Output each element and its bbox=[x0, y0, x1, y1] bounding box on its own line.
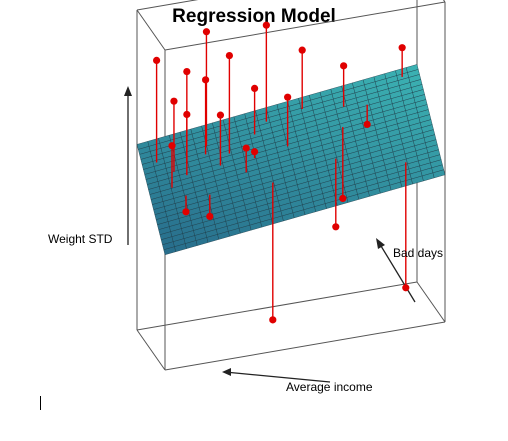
z-axis-label: Bad days bbox=[393, 246, 444, 260]
data-point bbox=[183, 68, 191, 76]
data-point bbox=[242, 144, 250, 152]
data-points bbox=[153, 21, 410, 324]
x-axis-arrow bbox=[224, 371, 331, 383]
chart-title: Regression Model bbox=[172, 6, 336, 27]
regression-plane bbox=[136, 64, 446, 256]
data-point bbox=[202, 76, 210, 84]
data-point bbox=[170, 97, 178, 105]
data-point bbox=[202, 28, 211, 36]
y-axis-label: Weight STD bbox=[48, 232, 113, 246]
text-cursor bbox=[40, 396, 41, 410]
box-edge bbox=[164, 1, 446, 51]
data-point bbox=[398, 44, 406, 52]
data-point bbox=[332, 223, 340, 231]
data-point bbox=[225, 52, 233, 60]
z-axis-arrowhead bbox=[376, 238, 385, 249]
box-edge bbox=[164, 321, 446, 371]
axis-arrows bbox=[124, 86, 416, 383]
data-point bbox=[183, 110, 191, 119]
data-point bbox=[251, 84, 259, 92]
data-point bbox=[269, 316, 277, 324]
x-axis-label: Average income bbox=[286, 380, 373, 394]
data-point bbox=[284, 93, 292, 101]
data-point bbox=[298, 46, 306, 54]
box-edge bbox=[136, 9, 166, 51]
box-edge bbox=[442, 0, 446, 3]
box-edge bbox=[416, 281, 446, 323]
box-edge bbox=[136, 329, 166, 371]
data-point bbox=[216, 111, 225, 119]
y-axis-arrowhead bbox=[124, 86, 132, 96]
plot-box bbox=[124, 0, 446, 383]
data-point bbox=[402, 284, 410, 292]
plane-cell bbox=[432, 169, 446, 179]
data-point bbox=[168, 142, 176, 150]
z-axis-arrow bbox=[377, 240, 416, 303]
data-point bbox=[251, 148, 259, 156]
box-edge bbox=[136, 0, 199, 11]
x-axis-arrowhead bbox=[222, 368, 231, 376]
data-point bbox=[339, 194, 347, 202]
data-point bbox=[206, 212, 214, 220]
data-point bbox=[182, 208, 190, 216]
data-point bbox=[262, 21, 270, 29]
box-edge bbox=[136, 281, 418, 331]
data-point bbox=[153, 56, 161, 64]
data-point bbox=[363, 120, 371, 128]
data-point bbox=[340, 62, 348, 70]
